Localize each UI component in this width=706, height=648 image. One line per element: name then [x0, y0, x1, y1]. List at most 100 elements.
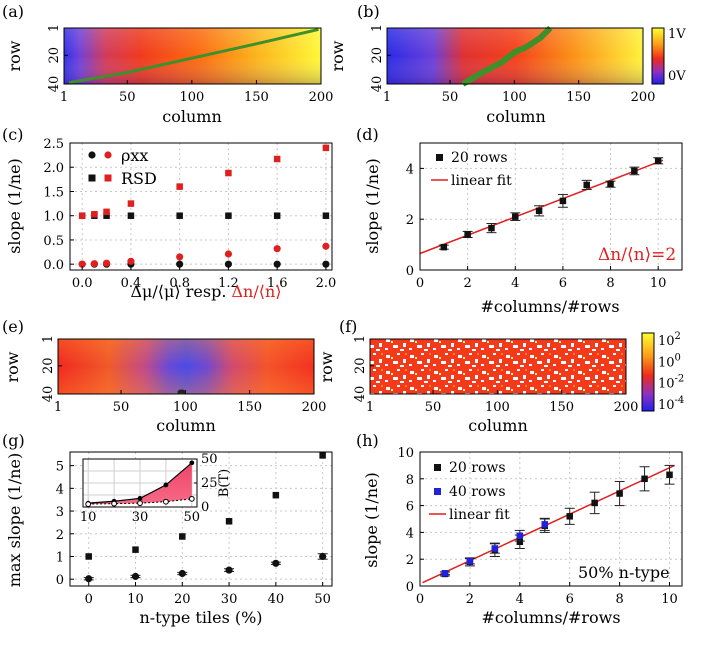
inset-ytick-label-1: 25: [201, 476, 218, 491]
a-xtick-label-3: 150: [244, 90, 269, 105]
panel-d-series: [438, 157, 664, 251]
legend-h-40rows: 40 rows: [449, 484, 506, 500]
panel-c-xlabel-black: Δμ/⟨μ⟩ resp.: [130, 282, 231, 301]
panel-h-x-axis: 0 2 4 6 8 10: [416, 582, 678, 607]
c-point-1-7: [322, 242, 330, 250]
c-point-1-5: [224, 250, 232, 258]
g-xtick-label-2: 20: [174, 592, 191, 607]
h-xtick-label-0: 0: [416, 592, 424, 607]
g-ytick-label-5: 5: [56, 460, 64, 475]
inset-lower-point-3: [163, 498, 169, 505]
inset-ylabel: B(T): [217, 469, 232, 497]
a-green-line-path: [68, 27, 319, 85]
a-xtick-label-0: 1: [60, 90, 68, 105]
a-xtick-label-4: 200: [309, 90, 334, 105]
colorbar-log-tick-1: 100: [658, 352, 681, 370]
panel-g-xlabel: n-type tiles (%): [139, 608, 262, 627]
g-ytick-label-3: 3: [56, 505, 64, 520]
panel-label-h: (h): [356, 431, 379, 450]
c-ytick-label-0: 0.0: [43, 258, 64, 273]
b-green-line-path: [461, 25, 553, 87]
d-point-0-4: [535, 207, 543, 215]
c-xtick-label-4: 1.6: [267, 276, 288, 291]
h-xtick-label-5: 10: [661, 592, 678, 607]
colorbar-log-tick-0: 102: [658, 331, 681, 349]
panel-h-legend: 20 rows 40 rows linear fit: [429, 460, 510, 523]
e-ytick-label-0: 1: [41, 335, 56, 343]
c-point-2-3: [127, 212, 135, 219]
panel-d-x-axis: 0 2 4 6 8 10: [416, 266, 667, 291]
g-point-1-2: [178, 569, 186, 578]
inset-ytick-label-0: 0: [201, 500, 209, 515]
c-xtick-label-2: 0.8: [169, 276, 190, 291]
legend-c-rsd-label: RSD: [121, 169, 157, 188]
inset-x-axis: 10 30 50: [80, 510, 200, 525]
panel-d-frame: [419, 142, 683, 271]
heatmap-f-frame: [369, 338, 627, 395]
panel-g-frame: [69, 451, 333, 587]
g-xtick-label-5: 50: [314, 592, 331, 607]
colorbar-log-base-2: 10: [658, 377, 675, 392]
e-xtick-label-0: 1: [54, 400, 62, 415]
a-ytick-label-1: 20: [47, 47, 62, 64]
a-xtick-label-2: 100: [179, 90, 204, 105]
panel-e-ylabel: row: [3, 351, 22, 382]
h-ytick-label-1: 2: [406, 553, 414, 568]
heatmap-a-frame: [63, 27, 322, 85]
panel-h-frame: [419, 451, 683, 587]
f-ytick-label-2: 40: [353, 386, 368, 403]
panel-h-fit-line: [422, 464, 675, 584]
b-xtick-label-2: 100: [502, 90, 527, 105]
c-point-3-7: [322, 144, 330, 152]
h-point-1-2: [491, 545, 499, 552]
panel-c-grid: [70, 142, 332, 270]
b-xtick-label-4: 200: [631, 90, 656, 105]
g-point-0-4: [272, 491, 280, 499]
panel-label-e: (e): [2, 317, 24, 336]
g-point-1-5: [319, 552, 327, 561]
panel-h-y-axis: 0 2 4 6 8 10: [397, 446, 424, 595]
h-ytick-label-3: 6: [406, 500, 414, 515]
legend-c-rho-text: ρxx: [121, 146, 148, 165]
panel-g-series: [83, 452, 328, 583]
e-min-spot: [177, 389, 186, 395]
g-point-0-1: [132, 546, 139, 553]
panel-h: (h) 0 2 4 6 8 10 0 2 4 6 8 10 20 rows 40 rows line…: [356, 431, 683, 627]
colorbar-log-tick-2: 10-2: [658, 374, 684, 392]
g-point-1-1: [131, 572, 140, 581]
c-xtick-label-5: 2.0: [316, 276, 337, 291]
h-xtick-label-1: 2: [466, 592, 474, 607]
legend-h-20rows-marker: [434, 464, 441, 471]
b-ytick-label-2: 40: [370, 76, 385, 93]
panel-d-xlabel: #columns/#rows: [480, 297, 619, 316]
c-ytick-label-4: 2.0: [43, 161, 64, 176]
c-point-3-1: [91, 211, 98, 218]
f-xtick-label-3: 150: [549, 400, 574, 415]
colorbar-voltage-top: 1V: [668, 27, 686, 42]
g-point-0-2: [179, 533, 186, 540]
panel-d: (d) 0 2 4 6 8 10 0 2 4 20 rows linear fit Δn/⟨n…: [356, 125, 683, 316]
panel-b-ylabel: row: [328, 40, 347, 71]
inset-area: [85, 460, 195, 508]
h-point-0-3: [516, 538, 524, 546]
heatmap-f-field: [370, 339, 626, 394]
panel-h-ylabel: slope (1/ne): [362, 472, 381, 568]
inset-grid: [83, 459, 197, 507]
d-xtick-label-1: 2: [463, 276, 471, 291]
h-point-1-0: [441, 570, 449, 577]
h-ytick-label-4: 8: [406, 473, 414, 488]
panel-c-x-axis: 0.0 0.4 0.8 1.2 1.6 2.0: [72, 266, 336, 291]
panel-c-series: [78, 144, 330, 268]
panel-label-f: (f): [339, 317, 357, 336]
panel-g: (g) 0 10 20 30 40 50 0 1 2 3 4 5 10 30 50 0 25 50 B(T)…: [2, 431, 333, 627]
g-ytick-label-0: 0: [56, 573, 64, 588]
c-xtick-label-0: 0.0: [72, 276, 93, 291]
d-xtick-label-5: 10: [650, 276, 667, 291]
inset-upper-point-2: [137, 495, 143, 501]
panel-f-y-axis: 1 20 40: [353, 335, 374, 402]
d-point-0-2: [488, 224, 495, 232]
